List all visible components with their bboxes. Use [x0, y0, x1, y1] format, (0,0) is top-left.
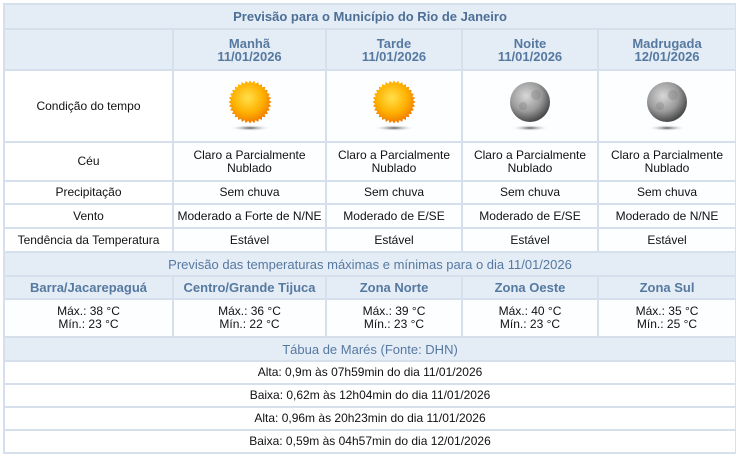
zone-temperatures: Máx.: 36 °C Mín.: 22 °C — [172, 298, 327, 338]
vento-value: Moderado de E/SE — [325, 203, 463, 229]
tide-entry: Alta: 0,9m às 07h59min do dia 11/01/2026 — [2, 360, 736, 385]
min-temp: Mín.: 23 °C — [58, 317, 119, 331]
zone-temperatures: Máx.: 40 °C Mín.: 23 °C — [461, 298, 599, 338]
precipitacao-value: Sem chuva — [172, 180, 327, 205]
condition-cell — [596, 69, 736, 143]
row-label: Precipitação — [3, 180, 174, 205]
temperatures-title: Previsão das temperaturas máximas e míni… — [2, 251, 736, 277]
precipitacao-value: Sem chuva — [461, 180, 599, 205]
ceu-value: Claro a Parcialmente Nublado — [172, 141, 327, 182]
row-label: Condição do tempo — [3, 69, 174, 143]
vento-value: Moderado de E/SE — [461, 203, 599, 229]
condition-cell — [325, 69, 463, 143]
max-temp: Máx.: 38 °C — [57, 304, 120, 318]
max-temp: Máx.: 40 °C — [498, 304, 562, 318]
row-label: Vento — [3, 203, 174, 229]
tide-entry: Alta: 0,96m às 20h23min do dia 11/01/202… — [2, 406, 736, 431]
zone-name: Zona Norte — [325, 275, 463, 300]
period-header: Noite 11/01/2026 — [461, 28, 599, 71]
max-temp: Máx.: 39 °C — [362, 304, 426, 318]
min-temp: Mín.: 23 °C — [499, 317, 561, 331]
period-header: Madrugada 12/01/2026 — [596, 28, 736, 71]
zone-temperatures: Máx.: 38 °C Mín.: 23 °C — [3, 298, 174, 338]
period-name: Tarde — [376, 35, 412, 51]
max-temp: Máx.: 36 °C — [218, 304, 281, 318]
min-temp: Mín.: 22 °C — [219, 317, 280, 331]
tide-entry: Baixa: 0,59m às 04h57min do dia 12/01/20… — [2, 429, 736, 454]
max-temp: Máx.: 35 °C — [635, 304, 699, 318]
tendencia-value: Estável — [325, 227, 463, 253]
ceu-value: Claro a Parcialmente Nublado — [461, 141, 599, 182]
zone-temperatures: Máx.: 39 °C Mín.: 23 °C — [325, 298, 463, 338]
moon-icon — [465, 78, 595, 134]
tide-entry: Baixa: 0,62m às 12h04min do dia 11/01/20… — [2, 383, 736, 408]
ceu-value: Claro a Parcialmente Nublado — [325, 141, 463, 182]
corner-cell — [3, 28, 174, 71]
period-name: Noite — [513, 35, 547, 51]
vento-value: Moderado de N/NE — [596, 203, 736, 229]
period-date: 11/01/2026 — [497, 48, 563, 64]
tendencia-value: Estável — [461, 227, 599, 253]
vento-value: Moderado a Forte de N/NE — [172, 203, 327, 229]
zone-name: Zona Oeste — [461, 275, 599, 300]
period-date: 11/01/2026 — [217, 48, 282, 64]
row-label: Tendência da Temperatura — [3, 227, 174, 253]
ceu-value: Claro a Parcialmente Nublado — [596, 141, 736, 182]
period-date: 11/01/2026 — [361, 48, 427, 64]
min-temp: Mín.: 25 °C — [636, 317, 698, 331]
zone-name: Centro/Grande Tijuca — [172, 275, 327, 300]
condition-cell — [461, 69, 599, 143]
forecast-table: Previsão para o Município do Rio de Jane… — [2, 3, 736, 454]
sun-icon — [329, 78, 459, 134]
forecast-title: Previsão para o Município do Rio de Jane… — [2, 3, 736, 30]
sun-icon — [176, 78, 323, 134]
period-header: Manhã 11/01/2026 — [172, 28, 327, 71]
row-label: Céu — [3, 141, 174, 182]
zone-name: Barra/Jacarepaguá — [3, 275, 174, 300]
zone-temperatures: Máx.: 35 °C Mín.: 25 °C — [596, 298, 736, 338]
min-temp: Mín.: 23 °C — [363, 317, 425, 331]
period-name: Madrugada — [632, 35, 702, 51]
tendencia-value: Estável — [172, 227, 327, 253]
condition-cell — [172, 69, 327, 143]
period-name: Manhã — [228, 35, 271, 51]
precipitacao-value: Sem chuva — [325, 180, 463, 205]
period-header: Tarde 11/01/2026 — [325, 28, 463, 71]
moon-icon — [601, 78, 733, 134]
tendencia-value: Estável — [596, 227, 736, 253]
period-date: 12/01/2026 — [634, 48, 700, 64]
zone-name: Zona Sul — [596, 275, 736, 300]
precipitacao-value: Sem chuva — [596, 180, 736, 205]
tides-title: Tábua de Marés (Fonte: DHN) — [2, 336, 736, 362]
